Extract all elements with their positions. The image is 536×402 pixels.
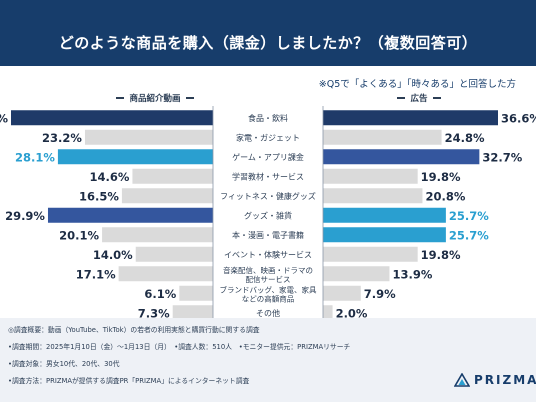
right-value-label-7: 19.8% [421,248,461,262]
left-bar-2 [57,149,213,165]
right-bar-3 [323,168,418,184]
right-value-label-8: 13.9% [392,267,432,281]
series-header-ad: 広告 [374,92,464,104]
left-bar-9 [179,285,213,301]
footer-survey-method: •調査方法：PRIZMAが提供する調査PR「PRIZMA」によるインターネット調… [8,377,250,385]
right-value-label-10: 2.0% [336,306,368,320]
category-label-2: ゲーム・アプリ課金 [232,152,304,162]
page-title: どのような商品を購入（課金）しましたか？（複数回答可） [58,34,478,52]
category-label-8-line1: 音楽配信、映画・ドラマの [223,265,313,275]
category-label-3: 学習教材・サービス [232,171,304,181]
triangle-logo-icon [454,373,470,387]
left-value-label-1: 23.2% [42,131,82,145]
left-value-label-10: 7.3% [138,306,170,320]
right-value-label-4: 20.8% [425,189,465,203]
right-bar-9 [323,285,361,301]
left-bar-10 [172,305,213,321]
category-label-5: グッズ・雑貨 [244,210,292,220]
left-bar-5 [47,207,213,223]
category-label-1: 家電・ガジェット [236,132,300,142]
right-value-label-9: 7.9% [364,287,396,301]
left-value-label-4: 16.5% [79,189,119,203]
right-bar-2 [323,149,480,165]
right-value-label-0: 36.6% [501,111,536,125]
category-label-7: イベント・体験サービス [224,249,312,259]
left-value-label-9: 6.1% [144,287,176,301]
category-label-6: 本・漫画・電子書籍 [232,230,304,240]
left-bar-0 [11,110,213,126]
logo-text: PRIZMA [474,373,536,387]
series-header-ad-label: 広告 [410,94,428,104]
right-value-label-6: 25.7% [449,228,489,242]
header-band [0,0,536,68]
left-bar-7 [135,246,213,262]
left-bar-1 [84,129,213,145]
footer-survey-overview: ◎調査概要：動画（YouTube、TikTok）の若者の利用実態と購買行動に関す… [8,326,260,334]
left-value-label-6: 20.1% [59,228,99,242]
category-label-9-line1: ブランドバッグ、家電、家具 [220,284,317,294]
category-label-10: その他 [256,308,280,318]
right-bar-0 [323,110,498,126]
left-value-label-7: 14.0% [93,248,133,262]
category-label-4: フィットネス・健康グッズ [220,191,316,201]
left-value-label-2: 28.1% [15,150,55,164]
right-value-label-1: 24.8% [445,131,485,145]
left-bar-4 [121,188,213,204]
chart-card [0,66,536,318]
footer [0,318,536,402]
left-value-label-3: 14.6% [90,170,130,184]
right-bar-8 [323,266,390,282]
right-bar-7 [323,246,418,262]
left-bar-6 [102,227,213,243]
right-bar-5 [323,207,446,223]
right-bar-10 [323,305,333,321]
right-bar-4 [323,188,423,204]
right-bar-1 [323,129,442,145]
left-value-label-8: 17.1% [76,267,116,281]
left-bar-8 [118,266,213,282]
right-bar-6 [323,227,446,243]
category-label-8-line2: 配信サービス [246,274,291,284]
right-value-label-2: 32.7% [482,150,522,164]
category-label-0: 食品・飲料 [248,113,288,123]
right-value-label-5: 25.7% [449,209,489,223]
butterfly-bar-chart: 36.6% 36.6% 食品・飲料 23.2% 24.8% 家電・ガジェット 28.1% 32… [0,106,536,330]
category-label-9-line2: などの高額商品 [242,293,295,303]
respondent-note: ※Q5で「よくある」「時々ある」と回答した方 [318,79,516,90]
left-value-label-0: 36.6% [0,111,8,125]
footer-survey-target: •調査対象：男女10代、20代、30代 [8,360,120,368]
right-value-label-3: 19.8% [421,170,461,184]
series-header-video: 商品紹介動画 [100,92,210,104]
prizma-logo: PRIZMA [454,373,536,387]
left-value-label-5: 29.9% [5,209,45,223]
left-bar-3 [132,168,213,184]
series-header-video-label: 商品紹介動画 [129,94,181,104]
footer-survey-period: •調査期間：2025年1月10日（金）〜1月13日（月） •調査人数：510人 … [8,343,351,351]
